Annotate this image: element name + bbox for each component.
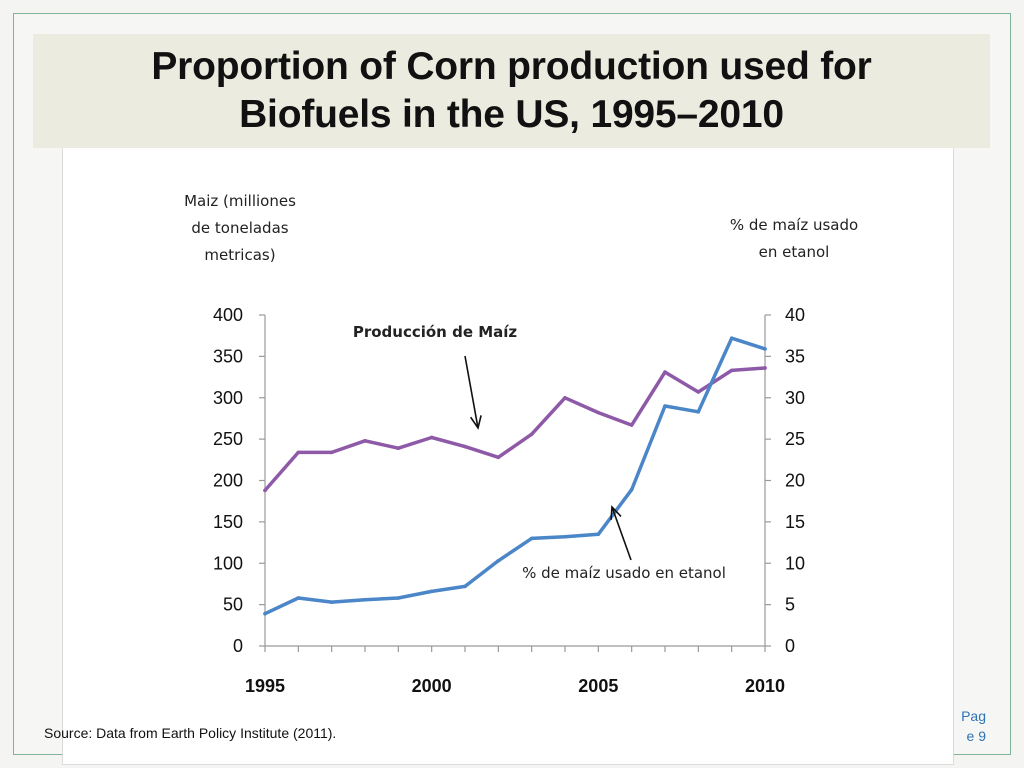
left-tick-label: 150 [213,512,243,532]
right-tick-label: 20 [785,471,805,491]
left-axis-title: metricas) [204,246,275,264]
right-tick-label: 15 [785,512,805,532]
corn-annotation-arrow-shaft [464,355,479,429]
left-tick-label: 200 [213,471,243,491]
ethanol-share-point [663,404,667,408]
left-tick-label: 400 [213,305,243,325]
corn-production-point [729,368,734,373]
corn-production-point [363,438,367,443]
ethanol-share-point [729,336,734,340]
corn-production-point [563,395,567,400]
left-tick-label: 100 [213,553,243,573]
page-number-line2: e 9 [966,728,986,744]
left-axis-title: Maiz (milliones [184,192,296,210]
x-tick-label: 1995 [245,676,285,696]
source-note: Source: Data from Earth Policy Institute… [44,725,337,741]
corn-production-point [396,446,401,451]
corn-production-point [663,370,667,374]
slide-title-line2: Biofuels in the US, 1995–2010 [239,93,784,136]
corn-production-point [329,450,334,455]
right-tick-label: 35 [785,346,805,366]
corn-production-point [696,390,701,394]
page-number-line1: Pag [961,708,986,724]
ethanol-share-point [629,487,634,492]
ethanol-share-point [763,347,767,351]
corn-production-point [629,423,634,427]
x-tick-label: 2010 [745,676,785,696]
left-tick-label: 350 [213,346,243,366]
right-tick-label: 40 [785,305,805,325]
page-number: Pag e 9 [948,706,986,746]
right-tick-label: 0 [785,636,795,656]
corn-production-point [463,444,467,449]
right-tick-label: 10 [785,553,805,573]
ethanol-share-point [496,558,501,563]
x-tick-label: 2000 [412,676,452,696]
left-tick-label: 0 [233,636,243,656]
left-tick-label: 250 [213,429,243,449]
ethanol-share-point [296,596,301,600]
x-tick-label: 2005 [578,676,618,696]
ethanol-share-point [363,597,367,602]
right-axis-title: en etanol [759,243,830,261]
ethanol-share-point [563,534,567,539]
left-tick-label: 50 [223,595,243,615]
ethanol-share-point [529,536,534,541]
ethanol-share-point [396,596,401,600]
ethanol-share-point [596,532,601,537]
annotation-corn-production: Producción de Maíz [353,323,518,341]
right-tick-label: 5 [785,595,795,615]
ethanol-share-point [429,589,434,594]
ethanol-share-line [263,336,767,616]
corn-production-point [529,432,534,436]
slide-title-line1: Proportion of Corn production used for [151,45,872,88]
corn-production-point [496,455,501,460]
annotation-ethanol-share: % de maíz usado en etanol [522,564,726,582]
corn-production-line [263,366,767,493]
ethanol-share-point [696,410,701,414]
corn-production-point [296,450,301,455]
ethanol-share-point [463,584,467,589]
right-tick-label: 30 [785,388,805,408]
right-tick-label: 25 [785,429,805,449]
corn-production-point [429,435,434,440]
corn-annotation-arrow-head [470,415,482,430]
corn-production-point [763,366,767,370]
left-tick-label: 300 [213,388,243,408]
slide-title: Proportion of Corn production used for B… [151,43,872,139]
corn-production-point [263,488,267,493]
ethanol-annotation-arrow-head [610,505,622,521]
title-box: Proportion of Corn production used for B… [33,34,990,148]
ethanol-share-point [263,611,267,616]
ethanol-share-point [329,600,334,604]
right-axis-title: % de maíz usado [730,216,858,234]
corn-production-point [596,410,601,415]
left-axis-title: de toneladas [191,219,288,237]
ethanol-annotation-arrow-shaft [611,506,632,561]
